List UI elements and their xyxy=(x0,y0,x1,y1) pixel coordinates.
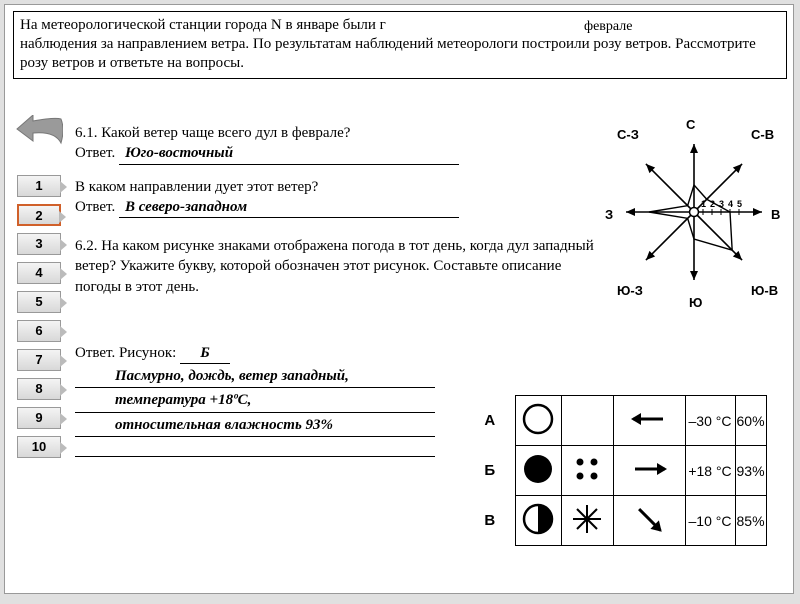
svg-text:3: 3 xyxy=(719,199,724,209)
row-label: В xyxy=(465,496,515,546)
weather-row-Б: Б +18 °C93% xyxy=(465,446,766,496)
rose-label-NE: С-В xyxy=(751,127,774,142)
nav-slide-5[interactable]: 5 xyxy=(17,291,61,313)
q62-answer-block: Ответ. Рисунок: Б Пасмурно, дождь, ветер… xyxy=(75,343,435,457)
nav-slide-1[interactable]: 1 xyxy=(17,175,61,197)
row-label: Б xyxy=(465,446,515,496)
prompt-box: На метеорологической станции города N в … xyxy=(13,11,787,79)
q61-answer: Юго-восточный xyxy=(119,143,459,164)
q62: 6.2. На каком рисунке знаками отображена… xyxy=(75,236,595,297)
precip-icon xyxy=(561,496,613,546)
rose-label-N: С xyxy=(686,117,695,132)
hum-cell: 60% xyxy=(735,396,766,446)
q62-num: 6.2. xyxy=(75,238,98,254)
temp-cell: –30 °C xyxy=(685,396,735,446)
rose-label-E: В xyxy=(771,207,780,222)
row-label: А xyxy=(465,396,515,446)
temp-cell: –10 °C xyxy=(685,496,735,546)
nav-slide-2[interactable]: 2 xyxy=(17,204,61,226)
answer-label: Ответ. xyxy=(75,145,115,161)
svg-text:4: 4 xyxy=(728,199,733,209)
nav-slide-8[interactable]: 8 xyxy=(17,378,61,400)
q61-num: 6.1. xyxy=(75,125,98,141)
back-arrow-icon[interactable] xyxy=(15,115,63,149)
sky-icon xyxy=(515,396,561,446)
answer-label: Ответ. xyxy=(75,199,115,215)
nav-slide-4[interactable]: 4 xyxy=(17,262,61,284)
q61: 6.1. Какой ветер чаще всего дул в феврал… xyxy=(75,123,595,218)
slide-nav: 1 2 3 4 5 6 7 8 9 10 xyxy=(17,175,61,458)
wind-icon xyxy=(613,496,685,546)
rose-label-S: Ю xyxy=(689,295,702,310)
q62-letter: Б xyxy=(180,343,230,364)
sky-icon xyxy=(515,446,561,496)
svg-text:5: 5 xyxy=(737,199,742,209)
hum-cell: 93% xyxy=(735,446,766,496)
header-line1: На метеорологической станции города N в … xyxy=(20,17,386,33)
rose-label-W: З xyxy=(605,207,613,222)
worksheet-page: На метеорологической станции города N в … xyxy=(4,4,794,594)
nav-slide-6[interactable]: 6 xyxy=(17,320,61,342)
sky-icon xyxy=(515,496,561,546)
q62-text: На каком рисунке знаками отображена пого… xyxy=(75,238,594,295)
wind-icon xyxy=(613,396,685,446)
nav-slide-3[interactable]: 3 xyxy=(17,233,61,255)
q62-blankline xyxy=(75,439,435,457)
q62-answer-label: Ответ. Рисунок: xyxy=(75,345,176,361)
temp-cell: +18 °C xyxy=(685,446,735,496)
rose-label-SE: Ю-В xyxy=(751,283,778,298)
hum-cell: 85% xyxy=(735,496,766,546)
wind-rose: 12345 СС-ВВЮ-ВЮЮ-ЗЗС-З xyxy=(601,119,787,305)
nav-slide-7[interactable]: 7 xyxy=(17,349,61,371)
precip-icon xyxy=(561,396,613,446)
q62-line2: температура +18ºС, xyxy=(75,390,435,412)
header-month-overlay: феврале xyxy=(584,18,632,36)
nav-slide-9[interactable]: 9 xyxy=(17,407,61,429)
header-rest: наблюдения за направлением ветра. По рез… xyxy=(20,36,756,71)
q62-line1: Пасмурно, дождь, ветер западный, xyxy=(75,366,435,388)
wind-icon xyxy=(613,446,685,496)
weather-row-А: А –30 °C60% xyxy=(465,396,766,446)
q62-line3: относительная влажность 93% xyxy=(75,415,435,437)
rose-label-NW: С-З xyxy=(617,127,639,142)
weather-table: А –30 °C60% Б +18 °C93% В –10 °C85% xyxy=(465,395,767,546)
rose-label-SW: Ю-З xyxy=(617,283,643,298)
svg-text:2: 2 xyxy=(710,199,715,209)
q61-subq: В каком направлении дует этот ветер? xyxy=(75,179,318,195)
q61-subanswer: В северо-западном xyxy=(119,197,459,218)
q61-text: Какой ветер чаще всего дул в феврале? xyxy=(101,125,350,141)
precip-icon xyxy=(561,446,613,496)
nav-slide-10[interactable]: 10 xyxy=(17,436,61,458)
weather-row-В: В –10 °C85% xyxy=(465,496,766,546)
svg-text:1: 1 xyxy=(701,199,706,209)
